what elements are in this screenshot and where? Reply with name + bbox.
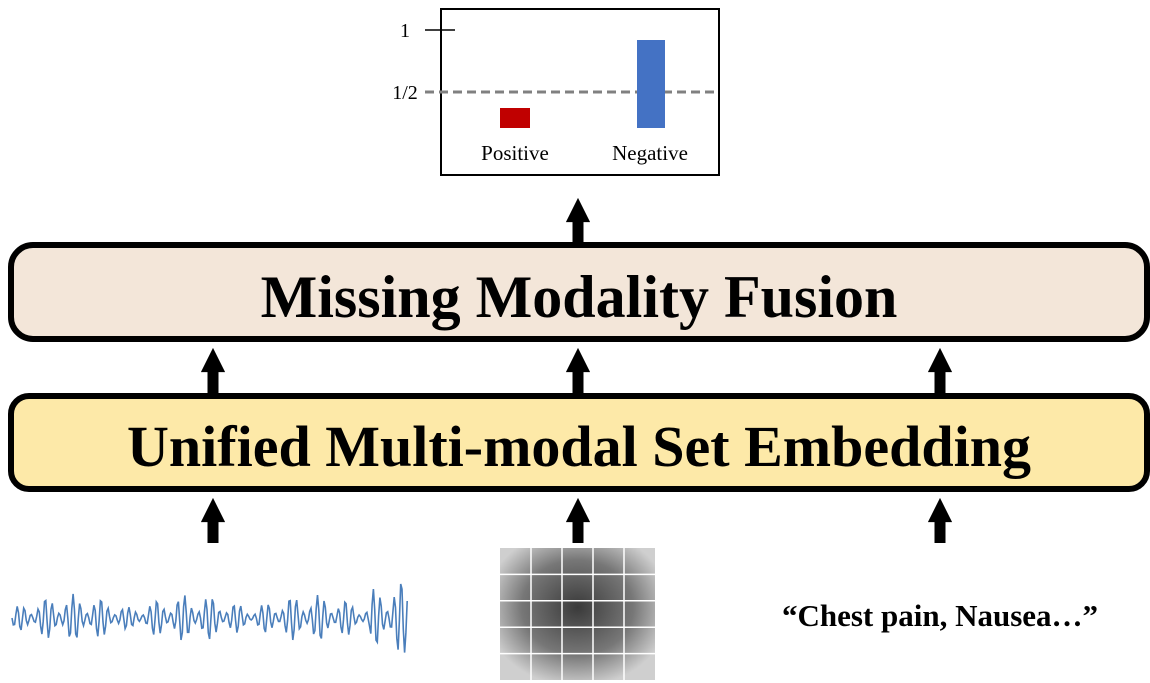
arrows bbox=[200, 197, 953, 543]
clinical-text: “Chest pain, Nausea…” bbox=[782, 598, 1098, 633]
negative-bar bbox=[637, 40, 665, 128]
embedding-title: Unified Multi-modal Set Embedding bbox=[127, 414, 1031, 479]
bar-label: Positive bbox=[481, 141, 549, 165]
tick-label: 1 bbox=[400, 20, 410, 42]
fusion-box bbox=[8, 242, 1150, 342]
patch-grid bbox=[500, 548, 655, 680]
xray-image bbox=[500, 548, 655, 680]
embedding-box bbox=[8, 393, 1150, 492]
fusion-title: Missing Modality Fusion bbox=[261, 264, 898, 330]
output-plot: 1 1/2 Positive Negative bbox=[392, 8, 720, 176]
positive-bar bbox=[500, 108, 530, 128]
xray bbox=[500, 548, 655, 680]
tick-label: 1/2 bbox=[392, 82, 418, 104]
bar-label: Negative bbox=[612, 141, 688, 165]
signal-waveform bbox=[11, 583, 408, 653]
